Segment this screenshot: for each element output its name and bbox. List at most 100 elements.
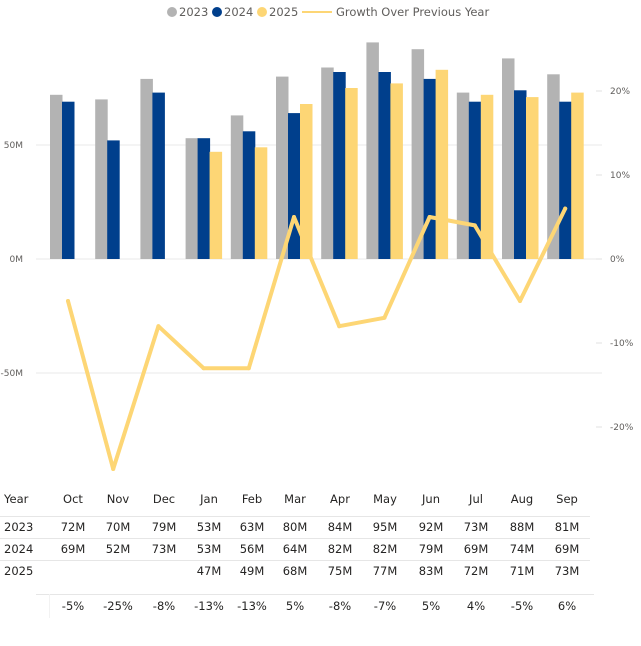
bar-2025-mar[interactable] [300,104,313,259]
bar-2024-feb[interactable] [242,131,256,259]
legend-item-growth-over-previous-year[interactable]: Growth Over Previous Year [302,5,489,19]
table-cell: 83M [418,564,444,578]
bar-2024-jul[interactable] [468,101,482,259]
legend-marker-icon [167,7,177,17]
left-axis-tick-label: -50M [1,369,23,379]
table-cell: 95M [372,520,398,534]
bar-2023-nov[interactable] [95,99,108,260]
bar-2025-jun[interactable] [435,69,449,259]
bar-2025-jan[interactable] [209,151,223,259]
table-cell: Oct [63,492,83,506]
table-cell: 82M [327,542,353,556]
table-cell: 63M [239,520,265,534]
bar-2025-aug[interactable] [526,97,539,259]
table-cell: -13% [194,599,224,613]
table-cell: 73M [554,564,580,578]
growth-point-apr[interactable] [337,324,342,329]
table-cell: 71M [509,564,535,578]
growth-point-mar[interactable] [292,215,296,219]
table-cell: 47M [196,564,222,578]
bar-2024-may[interactable] [378,72,391,259]
table-cell: 49M [239,564,265,578]
table-cell: 73M [463,520,489,534]
bar-2024-dec[interactable] [152,92,165,259]
table-cell [96,560,140,582]
bar-2024-oct[interactable] [62,101,75,259]
bar-2025-feb[interactable] [254,147,268,259]
growth-line-path [66,206,568,471]
table-cell: 69M [554,542,580,556]
bar-2024-apr[interactable] [333,72,346,259]
growth-point-sep[interactable] [563,206,568,211]
bars [50,42,584,260]
legend-item-2024[interactable]: 2024 [212,5,253,19]
growth-point-nov[interactable] [111,467,116,471]
bar-2023-may[interactable] [366,42,379,260]
table-cell: 69M [60,542,86,556]
bar-2024-jun[interactable] [423,78,437,260]
bar-2023-apr[interactable] [321,67,334,260]
left-axis-tick-label: 50M [4,141,23,151]
table-cell: 92M [418,520,444,534]
growth-point-oct[interactable] [66,299,70,303]
table-cell [142,560,186,582]
table-cell [51,560,95,582]
row-divider [36,594,594,595]
bar-2023-jul[interactable] [456,92,470,259]
bar-2024-nov[interactable] [107,140,120,259]
bar-2023-jun[interactable] [411,49,425,260]
growth-point-feb[interactable] [246,366,251,371]
right-axis-tick-label: 20% [610,87,630,97]
growth-point-dec[interactable] [156,324,161,329]
bar-2025-sep[interactable] [571,92,584,259]
left-axis-tick-label: 0M [10,255,24,265]
table-cell: Aug [510,492,534,506]
table-cell: Jan [200,492,218,506]
table-cell: 72M [463,564,489,578]
table-cell: Jun [422,492,440,506]
legend-item-2023[interactable]: 2023 [167,5,208,19]
table-cell: 68M [282,564,308,578]
table-cell: 72M [60,520,86,534]
growth-point-jan[interactable] [201,366,206,371]
growth-point-may[interactable] [382,315,387,320]
bar-2024-sep[interactable] [559,101,572,259]
legend-item-2025[interactable]: 2025 [257,5,298,19]
table-cell: -8% [152,599,176,613]
bar-2024-aug[interactable] [514,90,527,259]
bar-2023-feb[interactable] [230,115,244,260]
legend-marker-icon [257,7,267,17]
table-cell: Feb [241,492,263,506]
table-cell: 69M [463,542,489,556]
table-cell: 73M [151,542,177,556]
growth-point-jul[interactable] [472,223,477,228]
table-cell: 82M [372,542,398,556]
bar-2025-may[interactable] [390,83,403,260]
row-divider [0,516,590,517]
table-cell: Nov [106,492,130,506]
table-cell: 53M [196,520,222,534]
table-cell: 6% [557,599,577,613]
bar-2023-jan[interactable] [185,138,199,259]
legend-label: 2023 [179,5,208,19]
right-axis: 20% 10% 0% -10% -20% [610,87,634,433]
bar-2024-jan[interactable] [197,138,211,259]
bar-2025-apr[interactable] [345,88,358,259]
table-cell: 52M [105,542,131,556]
table-cell: 64M [282,542,308,556]
bar-2023-oct[interactable] [50,94,63,259]
bar-2023-sep[interactable] [547,74,560,259]
bar-2025-jul[interactable] [480,94,494,259]
growth-point-aug[interactable] [518,299,522,303]
combo-chart: 2023 2024 2025 Growth Over Previous Year 50… [1,5,634,471]
table-cell: 79M [418,542,444,556]
growth-point-jun[interactable] [427,215,432,219]
table-cell: Jul [469,492,483,506]
table-cell: Dec [152,492,176,506]
table-cell: 53M [196,542,222,556]
bar-2023-dec[interactable] [140,78,153,260]
bar-2023-mar[interactable] [276,76,289,259]
table-cell: -5% [510,599,534,613]
bar-2023-aug[interactable] [502,58,515,260]
row-divider [0,560,590,561]
